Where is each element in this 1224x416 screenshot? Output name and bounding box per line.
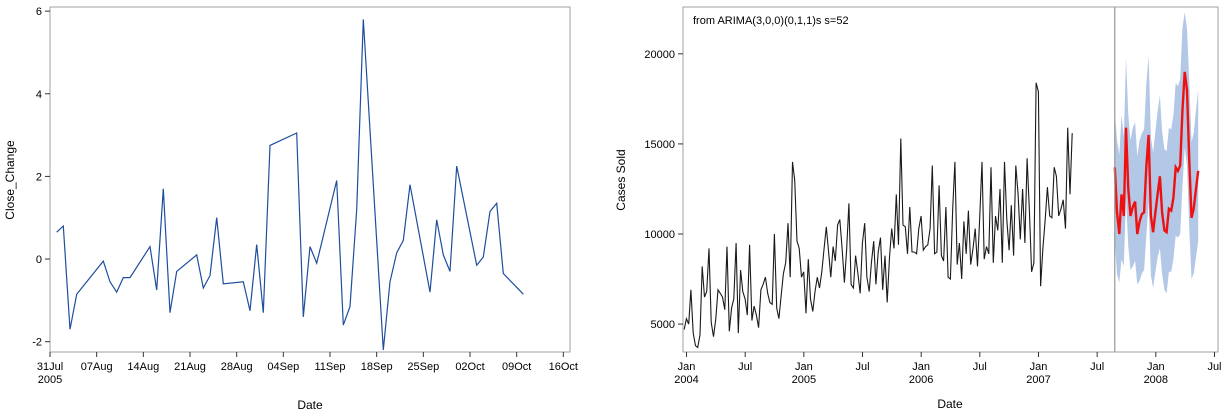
- model-annotation: from ARIMA(3,0,0)(0,1,1)s s=52: [693, 15, 849, 27]
- x-axis-title: Date: [937, 397, 963, 411]
- y-tick-label: 4: [36, 89, 42, 101]
- x-tick-label: Jul: [973, 361, 987, 373]
- x-tick-label: Jan: [1030, 361, 1048, 373]
- y-axis-title: Close_Change: [3, 140, 17, 220]
- x-tick-label: 07Aug: [81, 361, 113, 373]
- x-tick-label: 21Aug: [174, 361, 206, 373]
- y-axis-title: Cases Sold: [614, 149, 628, 210]
- y-tick-label: 2: [36, 171, 42, 183]
- x-tick-label: Jan: [1147, 361, 1165, 373]
- x-tick-sublabel: 2004: [674, 374, 698, 386]
- x-tick-label: Jul: [1207, 361, 1221, 373]
- plot-frame: [49, 6, 571, 353]
- history-line: [683, 82, 1073, 349]
- x-tick-label: 28Aug: [221, 361, 253, 373]
- x-tick-sublabel: 2005: [38, 374, 62, 386]
- y-tick-label: -2: [32, 337, 42, 349]
- x-tick-label: 09Oct: [502, 361, 531, 373]
- y-tick-label: 10000: [644, 229, 675, 241]
- y-tick-label: 20000: [644, 49, 675, 61]
- x-tick-label: Jan: [795, 361, 813, 373]
- x-tick-label: 18Sep: [361, 361, 393, 373]
- close-change-line: [56, 19, 524, 350]
- y-tick-label: 15000: [644, 139, 675, 151]
- y-tick-label: 6: [36, 6, 42, 18]
- x-tick-sublabel: 2006: [909, 374, 933, 386]
- x-tick-label: 04Sep: [267, 361, 299, 373]
- x-axis-title: Date: [297, 398, 323, 412]
- x-tick-label: 31Jul: [37, 361, 63, 373]
- x-tick-sublabel: 2007: [1026, 374, 1050, 386]
- series-lines: [683, 71, 1200, 349]
- x-tick-label: 14Aug: [127, 361, 159, 373]
- x-tick-label: Jul: [738, 361, 752, 373]
- x-tick-label: 16Oct: [549, 361, 578, 373]
- x-tick-label: Jul: [1090, 361, 1104, 373]
- x-tick-label: 25Sep: [407, 361, 439, 373]
- x-tick-label: 02Oct: [455, 361, 484, 373]
- series-lines: [56, 19, 524, 350]
- x-tick-label: 11Sep: [315, 361, 346, 373]
- y-axis: 5000 10000 15000 20000: [644, 49, 683, 331]
- y-tick-label: 5000: [651, 319, 675, 331]
- y-tick-label: 0: [36, 254, 42, 266]
- x-tick-sublabel: 2005: [792, 374, 816, 386]
- forecast-line: [1113, 71, 1200, 235]
- x-tick-label: Jan: [678, 361, 696, 373]
- x-tick-label: Jan: [912, 361, 930, 373]
- x-tick-label: Jul: [855, 361, 869, 373]
- x-tick-sublabel: 2008: [1144, 374, 1168, 386]
- y-axis: -2 0 2 4 6: [32, 6, 50, 349]
